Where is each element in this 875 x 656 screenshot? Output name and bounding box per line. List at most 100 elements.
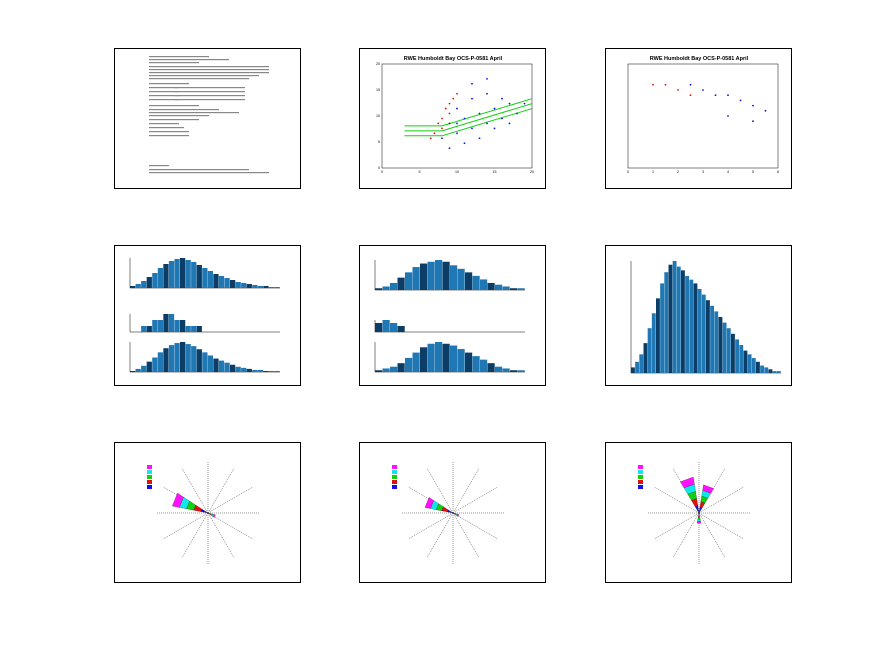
bar [697,289,702,373]
rose-spoke [207,512,254,540]
scatter-point [452,97,455,100]
text-line [149,83,189,85]
bar [246,368,252,372]
bar [739,345,744,373]
scatter-point [433,132,436,135]
bar [672,261,677,373]
text-line [149,109,219,111]
bar [196,349,202,372]
rose-sector [452,512,455,514]
bar [163,314,169,332]
bar [382,320,390,332]
scatter-point [516,112,518,115]
bar [130,370,136,372]
bar [472,275,480,290]
bar [457,349,465,372]
bar [487,282,495,290]
scatter-point [664,83,667,86]
bar [168,345,175,372]
bar [427,343,435,372]
x-tick-label: 2 [677,170,679,174]
legend-swatch [147,470,152,474]
bar [141,326,147,332]
bar [651,313,656,373]
bar [218,276,225,288]
text-line [149,66,269,68]
scatter-point [523,102,526,105]
rose-sector [698,512,700,516]
x-tick-label: 3 [702,170,704,174]
bar [235,282,241,288]
bar [768,369,773,373]
bar [390,323,398,332]
rose-spoke [698,512,745,540]
bar [252,369,258,372]
bar [656,298,660,373]
scatter-point [493,127,496,130]
legend-swatch [638,480,643,484]
bar [689,279,694,373]
bar [747,354,752,373]
bar [776,371,781,373]
wind-rose-3-svg [638,461,751,565]
scatter-point [456,122,458,125]
fit-line [404,103,533,132]
histogram-stack-2-svg [374,260,525,373]
rose-sector [695,505,700,514]
scatter-point [448,112,451,115]
bar [660,283,665,373]
scatter-point [463,117,466,120]
scatter-point [456,107,458,110]
panel-wind-rose-1 [114,442,301,583]
bar [130,286,136,288]
bar [405,357,413,372]
bar [465,352,473,372]
wind-rose-1-svg [147,461,260,565]
bar [224,362,230,372]
bar [510,370,518,372]
scatter-point [463,142,466,145]
scatter-point [508,122,511,125]
bar [685,275,690,373]
bar [457,268,465,290]
bar [480,279,488,290]
scatter-time-svg: RWE Humboldt Bay OCS-P-0581 April 0 1 2 3 4 5… [627,56,779,174]
bar [230,364,236,372]
scatter-point [471,127,473,130]
bar [246,284,252,288]
bar [230,280,236,288]
bar [224,278,230,288]
bar [152,273,158,288]
bar [701,294,706,373]
bar [274,287,280,288]
text-line [149,105,199,107]
rose-sector [697,516,701,520]
bar [157,352,164,372]
legend-swatch [147,465,152,469]
x-tick-label: 4 [727,170,729,174]
y-tick-label: 20 [376,62,380,66]
chart-title: RWE Humboldt Bay OCS-P-0581 April [404,56,503,62]
bar [202,352,208,372]
text-line [149,78,249,80]
scatter-point [471,97,473,100]
panel-wind-rose-2 [359,442,546,583]
bar [202,268,208,288]
bar [435,342,443,372]
scatter-point [456,92,458,95]
legend-swatch [392,470,397,474]
rose-spoke [181,467,209,514]
bar [146,361,152,372]
bar [375,370,383,372]
panel-scatter-wind: RWE Humboldt Bay OCS-P-0581 April 0 5 10 15… [359,48,546,189]
bar [257,369,264,372]
bar [412,352,420,372]
rose-sector [447,509,454,514]
bar [510,288,518,290]
scatter-point [752,104,754,107]
rose-sector [207,512,210,515]
bar [397,363,405,372]
scatter-point [456,132,458,135]
rose-spoke [426,467,454,514]
bar [168,314,175,332]
